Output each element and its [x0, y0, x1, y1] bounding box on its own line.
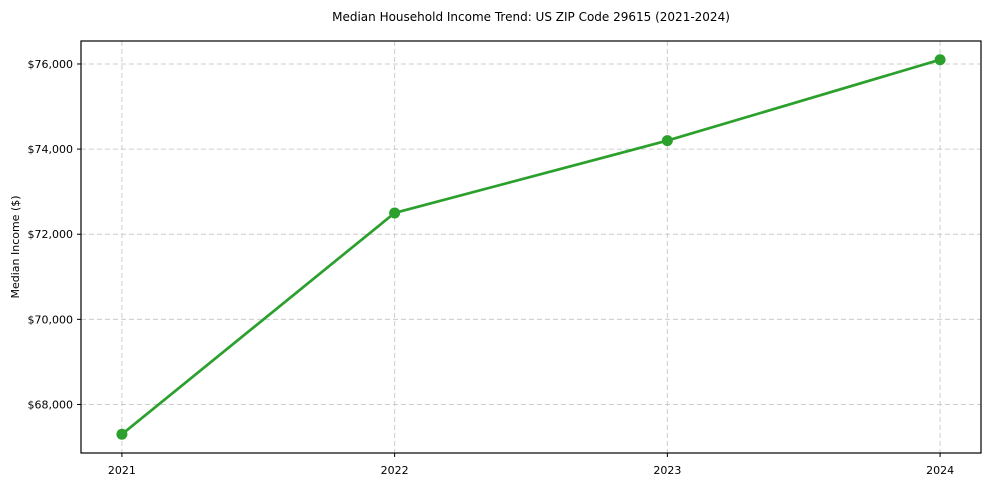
data-point-marker	[389, 207, 401, 219]
line-series-layer	[116, 54, 946, 440]
y-tick-label: $68,000	[28, 398, 74, 411]
plot-border	[80, 40, 982, 454]
x-tick-label: 2021	[108, 464, 136, 477]
trend-line	[120, 58, 942, 436]
data-point-marker	[661, 135, 673, 147]
ticks-layer: $68,000 $70,000 $72,000 $74,000 $76,000 2021 2…	[28, 58, 955, 477]
x-tick-label: 2023	[653, 464, 681, 477]
y-tick-label: $74,000	[28, 143, 74, 156]
y-tick-label: $70,000	[28, 313, 74, 326]
y-axis-label: Median Income ($)	[9, 195, 22, 298]
chart-title: Median Household Income Trend: US ZIP Co…	[332, 10, 730, 24]
y-tick-label: $72,000	[28, 228, 74, 241]
data-point-marker	[116, 428, 128, 440]
gridlines-layer	[81, 41, 981, 453]
x-tick-label: 2024	[926, 464, 954, 477]
y-tick-label: $76,000	[28, 58, 74, 71]
data-point-marker	[934, 54, 946, 66]
x-tick-label: 2022	[381, 464, 409, 477]
